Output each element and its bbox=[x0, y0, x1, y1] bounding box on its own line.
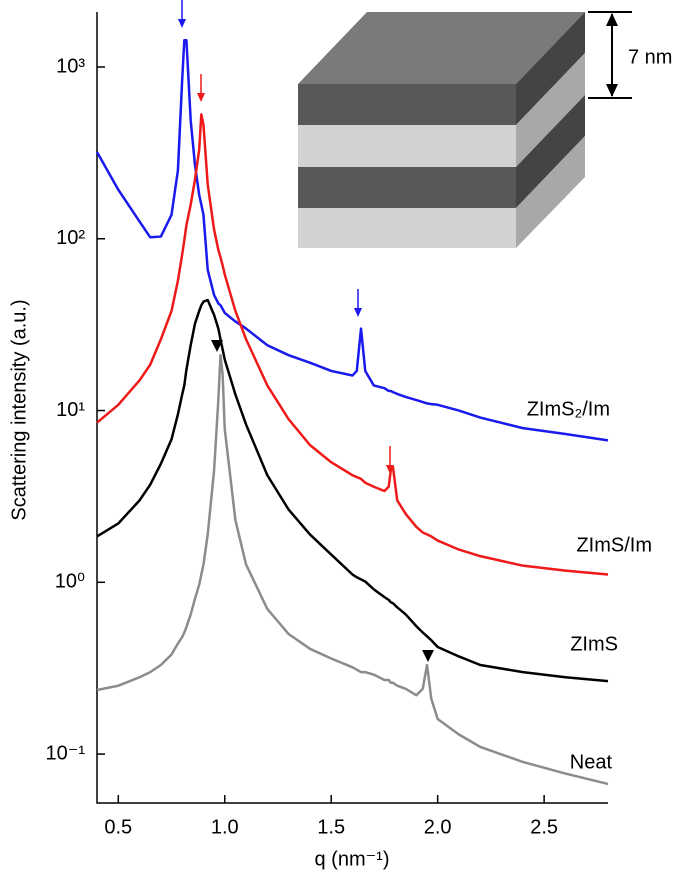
marker bbox=[422, 650, 434, 662]
x-tick-label: 1.5 bbox=[317, 816, 345, 838]
arrow-head bbox=[606, 13, 618, 26]
y-tick-label: 10⁰ bbox=[55, 571, 85, 593]
y-tick-label: 10¹ bbox=[56, 399, 85, 421]
y-tick-label: 10⁻¹ bbox=[46, 742, 86, 764]
x-tick-label: 2.0 bbox=[424, 816, 452, 838]
layer-light bbox=[298, 125, 516, 167]
arrow-head bbox=[606, 84, 618, 97]
x-axis-label: q (nm⁻¹) bbox=[315, 848, 390, 870]
y-axis-label: Scattering intensity (a.u.) bbox=[8, 299, 30, 520]
inset-diagram: 7 nm bbox=[298, 11, 672, 248]
layer-top bbox=[298, 12, 585, 84]
series-label: Neat bbox=[570, 751, 613, 773]
series-label: ZImS₂/Im bbox=[527, 398, 610, 420]
layer-light bbox=[298, 208, 516, 248]
arrow bbox=[178, 19, 186, 28]
marker bbox=[211, 340, 223, 352]
series-label: ZImS/Im bbox=[576, 534, 652, 556]
side-light bbox=[516, 136, 585, 248]
y-tick-label: 10² bbox=[56, 227, 85, 249]
x-tick-label: 2.5 bbox=[530, 816, 558, 838]
side-light bbox=[516, 53, 585, 167]
series-line bbox=[95, 39, 609, 442]
layer-dark bbox=[298, 167, 516, 208]
arrow bbox=[354, 308, 362, 317]
series-line bbox=[96, 298, 609, 683]
arrow bbox=[197, 93, 205, 102]
annotation: 7 nm bbox=[628, 46, 672, 68]
series-line bbox=[96, 353, 609, 786]
layer-dark bbox=[298, 84, 516, 125]
x-tick-label: 1.0 bbox=[211, 816, 239, 838]
x-tick-label: 0.5 bbox=[104, 816, 132, 838]
series-label: ZImS bbox=[570, 633, 618, 655]
series-line bbox=[96, 113, 609, 576]
side-dark bbox=[516, 95, 585, 208]
side-dark bbox=[516, 12, 585, 125]
y-tick-label: 10³ bbox=[56, 55, 85, 77]
